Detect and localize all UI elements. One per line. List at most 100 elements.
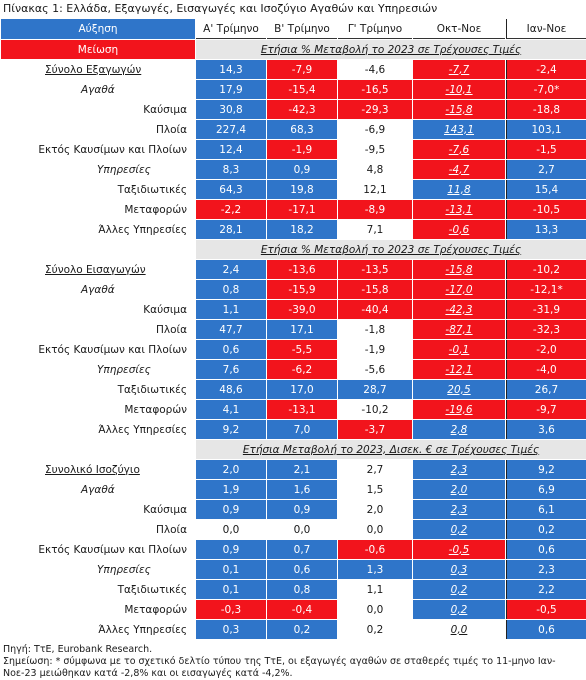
value-cell: 0,3 xyxy=(413,560,505,579)
note: Πηγή: ΤτΕ, Eurobank Research. xyxy=(3,644,153,655)
value-cell: 48,6 xyxy=(196,380,266,399)
value-cell: 0,9 xyxy=(267,160,337,179)
value-cell: -19,6 xyxy=(413,400,505,419)
data-row: Αγαθά 1,9 1,6 1,5 2,0 6,9 xyxy=(1,480,586,499)
value-cell: 0,2 xyxy=(338,620,412,639)
section-heading: Ετήσια % Μεταβολή το 2023 σε Τρέχουσες Τ… xyxy=(196,240,586,259)
legend-decrease: Μείωση xyxy=(1,40,195,59)
column-header: Ιαν-Νοε xyxy=(506,19,586,39)
value-cell: 1,1 xyxy=(196,300,266,319)
value-cell: 18,2 xyxy=(267,220,337,239)
row-label: Εκτός Καυσίμων και Πλοίων xyxy=(38,543,187,556)
value-cell: 2,1 xyxy=(267,460,337,479)
value-cell: 0,6 xyxy=(267,560,337,579)
value-cell: -1,8 xyxy=(338,320,412,339)
value-cell: -15,8 xyxy=(413,100,505,119)
value-cell: 0,0 xyxy=(338,520,412,539)
data-row: Υπηρεσίες 8,3 0,9 4,8 -4,7 2,7 xyxy=(1,160,586,179)
data-row: Μεταφορών -2,2 -17,1 -8,9 -13,1 -10,5 xyxy=(1,200,586,219)
value-cell: -32,3 xyxy=(506,320,586,339)
value-cell: -15,8 xyxy=(413,260,505,279)
value-cell: -0,6 xyxy=(338,540,412,559)
section-row: Ετήσια % Μεταβολή το 2023 σε Τρέχουσες Τ… xyxy=(1,240,586,259)
data-row: Σύνολο Εξαγωγών 14,3 -7,9 -4,6 -7,7 -2,4 xyxy=(1,60,586,79)
value-cell: 0,0 xyxy=(413,620,505,639)
value-cell: 28,1 xyxy=(196,220,266,239)
value-cell: 0,8 xyxy=(196,280,266,299)
value-cell: -42,3 xyxy=(267,100,337,119)
value-cell: -0,5 xyxy=(413,540,505,559)
value-cell: 68,3 xyxy=(267,120,337,139)
value-cell: -13,6 xyxy=(267,260,337,279)
value-cell: 47,7 xyxy=(196,320,266,339)
value-cell: -12,1* xyxy=(506,280,586,299)
value-cell: -7,6 xyxy=(413,140,505,159)
value-cell: 30,8 xyxy=(196,100,266,119)
value-cell: 0,6 xyxy=(506,540,586,559)
value-cell: 4,8 xyxy=(338,160,412,179)
value-cell: -1,9 xyxy=(338,340,412,359)
value-cell: -17,1 xyxy=(267,200,337,219)
value-cell: 7,0 xyxy=(267,420,337,439)
notes: Πηγή: ΤτΕ, Eurobank Research. Σημείωση: *… xyxy=(0,640,586,680)
value-cell: -5,5 xyxy=(267,340,337,359)
value-cell: -16,5 xyxy=(338,80,412,99)
data-row: Άλλες Υπηρεσίες 9,2 7,0 -3,7 2,8 3,6 xyxy=(1,420,586,439)
value-cell: 12,1 xyxy=(338,180,412,199)
row-label: Καύσιμα xyxy=(143,503,187,516)
value-cell: -2,4 xyxy=(506,60,586,79)
value-cell: -7,9 xyxy=(267,60,337,79)
data-row: Άλλες Υπηρεσίες 28,1 18,2 7,1 -0,6 13,3 xyxy=(1,220,586,239)
value-cell: -1,5 xyxy=(506,140,586,159)
data-row: Υπηρεσίες 0,1 0,6 1,3 0,3 2,3 xyxy=(1,560,586,579)
value-cell: 0,0 xyxy=(267,520,337,539)
value-cell: 0,0 xyxy=(196,520,266,539)
row-label: Υπηρεσίες xyxy=(97,363,151,376)
spacer xyxy=(1,240,195,259)
section-heading: Ετήσια Μεταβολή το 2023, Δισεκ. € σε Τρέ… xyxy=(196,440,586,459)
value-cell: 11,8 xyxy=(413,180,505,199)
value-cell: 2,3 xyxy=(413,460,505,479)
value-cell: 0,2 xyxy=(413,600,505,619)
row-label: Εκτός Καυσίμων και Πλοίων xyxy=(38,343,187,356)
value-cell: -9,5 xyxy=(338,140,412,159)
value-cell: 9,2 xyxy=(196,420,266,439)
row-label: Μεταφορών xyxy=(124,203,187,216)
column-header: Α' Τρίμηνο xyxy=(196,19,266,39)
value-cell: 2,2 xyxy=(506,580,586,599)
data-row: Μεταφορών 4,1 -13,1 -10,2 -19,6 -9,7 xyxy=(1,400,586,419)
value-cell: 19,8 xyxy=(267,180,337,199)
value-cell: 28,7 xyxy=(338,380,412,399)
value-cell: 2,3 xyxy=(413,500,505,519)
value-cell: 7,1 xyxy=(338,220,412,239)
value-cell: 3,6 xyxy=(506,420,586,439)
value-cell: -6,9 xyxy=(338,120,412,139)
value-cell: 64,3 xyxy=(196,180,266,199)
spacer xyxy=(1,440,195,459)
value-cell: 0,0 xyxy=(338,600,412,619)
value-cell: 0,1 xyxy=(196,580,266,599)
value-cell: 2,3 xyxy=(506,560,586,579)
row-label: Άλλες Υπηρεσίες xyxy=(98,223,187,236)
row-label: Αγαθά xyxy=(81,83,115,96)
value-cell: -10,5 xyxy=(506,200,586,219)
value-cell: -15,8 xyxy=(338,280,412,299)
header-row: Αύξηση Α' Τρίμηνο Β' Τρίμηνο Γ' Τρίμηνο Οκτ-… xyxy=(1,19,586,39)
legend-increase: Αύξηση xyxy=(1,19,195,39)
value-cell: 0,3 xyxy=(196,620,266,639)
value-cell: -7,0* xyxy=(506,80,586,99)
value-cell: -1,9 xyxy=(267,140,337,159)
data-row: Καύσιμα 1,1 -39,0 -40,4 -42,3 -31,9 xyxy=(1,300,586,319)
value-cell: 7,6 xyxy=(196,360,266,379)
value-cell: 0,9 xyxy=(196,540,266,559)
value-cell: -10,2 xyxy=(338,400,412,419)
value-cell: -2,0 xyxy=(506,340,586,359)
value-cell: 20,5 xyxy=(413,380,505,399)
section-row: Μείωση Ετήσια % Μεταβολή το 2023 σε Τρέχο… xyxy=(1,40,586,59)
value-cell: -15,4 xyxy=(267,80,337,99)
row-label: Μεταφορών xyxy=(124,403,187,416)
value-cell: 1,5 xyxy=(338,480,412,499)
value-cell: 0,7 xyxy=(267,540,337,559)
data-row: Μεταφορών -0,3 -0,4 0,0 0,2 -0,5 xyxy=(1,600,586,619)
